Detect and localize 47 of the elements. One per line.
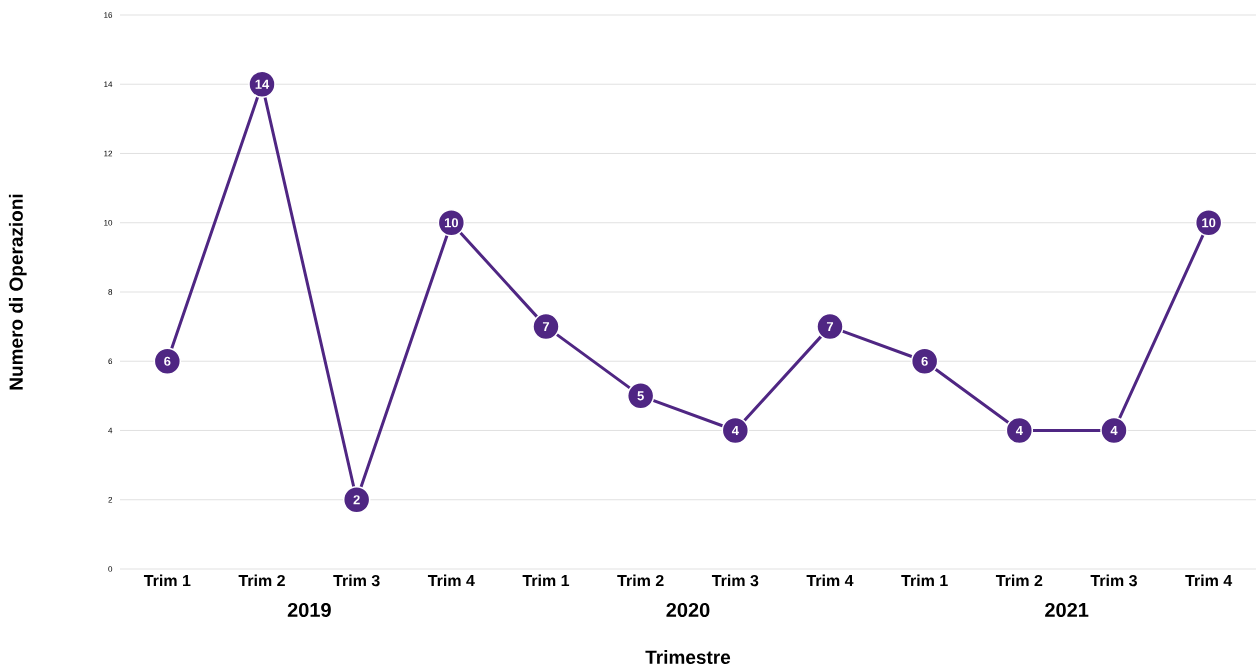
data-label: 7 bbox=[542, 322, 550, 332]
y-tick-label: 0 bbox=[108, 566, 113, 572]
y-tick-label: 16 bbox=[104, 12, 113, 18]
y-axis-title: Numero di Operazioni bbox=[8, 194, 27, 390]
y-tick-label: 6 bbox=[108, 358, 113, 365]
x-tick-label: Trim 1 bbox=[143, 574, 191, 587]
x-axis-title: Trimestre bbox=[645, 650, 731, 664]
x-tick-label: Trim 2 bbox=[238, 574, 285, 587]
data-label: 4 bbox=[1110, 426, 1118, 435]
data-label: 4 bbox=[731, 426, 739, 435]
point bbox=[721, 416, 750, 445]
y-tick-label: 10 bbox=[104, 219, 113, 226]
x-tick-label: Trim 3 bbox=[333, 574, 380, 587]
x-tick-label: Trim 2 bbox=[617, 574, 664, 587]
x-tick-label: Trim 4 bbox=[427, 574, 475, 587]
data-label: 10 bbox=[1202, 218, 1216, 228]
data-label: 2 bbox=[353, 495, 360, 505]
point bbox=[1100, 416, 1128, 445]
text: 2020 bbox=[666, 602, 710, 618]
data-label: 7 bbox=[826, 322, 834, 332]
data-label: 5 bbox=[637, 391, 644, 401]
x-tick-label: Trim 3 bbox=[1090, 574, 1137, 587]
point bbox=[626, 382, 655, 410]
point bbox=[153, 347, 182, 375]
data-label: 6 bbox=[921, 356, 928, 366]
x-tick-label: Trim 3 bbox=[711, 574, 759, 587]
x-tick-label: Trim 1 bbox=[522, 574, 570, 587]
data-label: 10 bbox=[444, 218, 459, 228]
x-tick-label: Trim 4 bbox=[1185, 574, 1233, 587]
data-label: 14 bbox=[255, 79, 270, 89]
point bbox=[1005, 416, 1034, 445]
y-tick-label: 2 bbox=[108, 496, 113, 503]
y-tick-label: 12 bbox=[104, 150, 113, 157]
text: 2019 bbox=[287, 602, 331, 618]
y-tick-label: 8 bbox=[108, 289, 113, 295]
y-tick-label: 4 bbox=[108, 427, 113, 434]
point bbox=[532, 312, 560, 341]
x-tick-label: Trim 2 bbox=[995, 574, 1043, 587]
x-tick-label: Trim 1 bbox=[901, 574, 948, 587]
text: 2021 bbox=[1045, 602, 1089, 618]
data-label: 6 bbox=[164, 356, 171, 366]
data-label: 4 bbox=[1015, 426, 1023, 435]
y-tick-label: 14 bbox=[104, 81, 113, 87]
point bbox=[910, 347, 939, 375]
x-tick-label: Trim 4 bbox=[806, 574, 854, 587]
point bbox=[816, 312, 844, 341]
point bbox=[342, 485, 371, 514]
